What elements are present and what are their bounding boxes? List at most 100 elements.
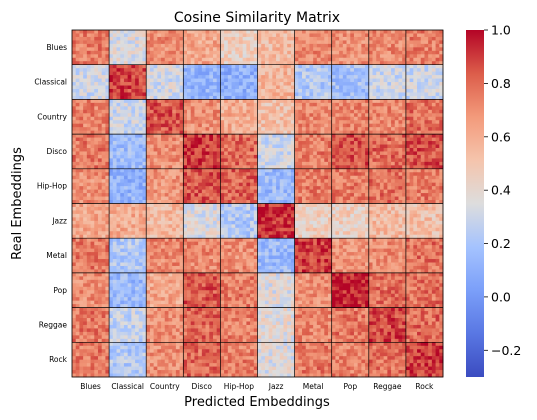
heatmap-cell [235, 36, 240, 41]
heatmap-cell [335, 47, 340, 52]
heatmap-cell [97, 165, 103, 170]
heatmap-cell [417, 200, 422, 204]
heatmap-cell [353, 99, 359, 104]
heatmap-cell [357, 33, 362, 38]
heatmap-cell [72, 141, 77, 145]
heatmap-cell [201, 85, 206, 90]
heatmap-cell [224, 165, 229, 170]
heatmap-cell [417, 61, 422, 66]
heatmap-cell [268, 75, 273, 79]
heatmap-cell [320, 75, 325, 79]
heatmap-cell [179, 196, 184, 201]
heatmap-cell [157, 196, 162, 201]
heatmap-cell [276, 36, 281, 41]
heatmap-cell [365, 175, 370, 180]
heatmap-cell [272, 161, 277, 166]
heatmap-cell [83, 182, 88, 187]
heatmap-cell [253, 61, 258, 66]
heatmap-cell [313, 36, 318, 41]
heatmap-cell [420, 120, 425, 125]
heatmap-cell [175, 33, 180, 38]
heatmap-cell [272, 33, 277, 38]
heatmap-cell [172, 95, 177, 100]
heatmap-cell [235, 154, 240, 159]
heatmap-cell [75, 54, 80, 59]
heatmap-cell [368, 154, 373, 159]
heatmap-cell [276, 179, 281, 184]
heatmap-cell [116, 61, 121, 66]
heatmap-cell [339, 172, 344, 177]
heatmap-cell [209, 102, 214, 107]
heatmap-cell [316, 50, 321, 55]
heatmap-cell [272, 61, 277, 66]
heatmap-cell [279, 102, 284, 107]
heatmap-cell [157, 144, 162, 149]
heatmap-cell [268, 130, 273, 135]
heatmap-cell [235, 47, 240, 52]
heatmap-cell [342, 186, 347, 191]
heatmap-cell [172, 120, 177, 125]
heatmap-cell [298, 134, 303, 138]
heatmap-cell [417, 116, 422, 121]
heatmap-cell [350, 85, 355, 90]
heatmap-cell [120, 137, 125, 142]
heatmap-cell [138, 165, 143, 170]
heatmap-cell [257, 151, 262, 156]
heatmap-cell [424, 130, 429, 135]
heatmap-cell [157, 85, 162, 90]
heatmap-cell [238, 182, 244, 187]
heatmap-cell [94, 64, 99, 69]
heatmap-cell [175, 106, 180, 111]
heatmap-cell [72, 57, 77, 62]
heatmap-cell [253, 182, 258, 187]
heatmap-cell [116, 123, 121, 128]
heatmap-cell [190, 36, 195, 41]
heatmap-cell [361, 40, 366, 45]
heatmap-cell [190, 134, 195, 138]
heatmap-cell [268, 30, 273, 34]
heatmap-cell [346, 99, 351, 104]
heatmap-cell [135, 130, 140, 135]
heatmap-cell [112, 75, 117, 79]
heatmap-cell [149, 168, 155, 173]
heatmap-cell [161, 85, 166, 90]
heatmap-cell [294, 144, 299, 149]
heatmap-cell [127, 92, 132, 97]
heatmap-cell [168, 196, 173, 201]
heatmap-cell [387, 147, 392, 152]
heatmap-cell [279, 123, 284, 128]
heatmap-cell [127, 144, 132, 149]
heatmap-cell [302, 102, 307, 107]
heatmap-cell [146, 179, 151, 184]
heatmap-cell [302, 64, 307, 69]
heatmap-cell [316, 116, 321, 121]
heatmap-cell [305, 64, 310, 69]
heatmap-cell [276, 33, 281, 38]
heatmap-cell [409, 123, 414, 128]
heatmap-cell [272, 137, 277, 142]
heatmap-cell [183, 147, 188, 152]
heatmap-cell [109, 186, 114, 191]
heatmap-cell [157, 57, 162, 62]
heatmap-cell [205, 95, 210, 100]
heatmap-cell [309, 57, 314, 62]
heatmap-cell [231, 196, 236, 201]
heatmap-cell [198, 141, 203, 145]
heatmap-cell [420, 75, 425, 79]
heatmap-cell [405, 130, 411, 135]
heatmap-cell [86, 30, 91, 34]
heatmap-cell [335, 189, 340, 194]
heatmap-cell [331, 200, 336, 204]
heatmap-cell [350, 30, 355, 34]
heatmap-cell [350, 137, 355, 142]
heatmap-cell [372, 116, 377, 121]
heatmap-cell [164, 175, 169, 180]
heatmap-cell [368, 120, 373, 125]
heatmap-cell [164, 75, 169, 79]
heatmap-cell [79, 193, 84, 197]
heatmap-cell [120, 102, 125, 107]
heatmap-cell [142, 147, 147, 152]
heatmap-cell [209, 116, 214, 121]
heatmap-cell [431, 75, 436, 79]
heatmap-cell [331, 30, 336, 34]
